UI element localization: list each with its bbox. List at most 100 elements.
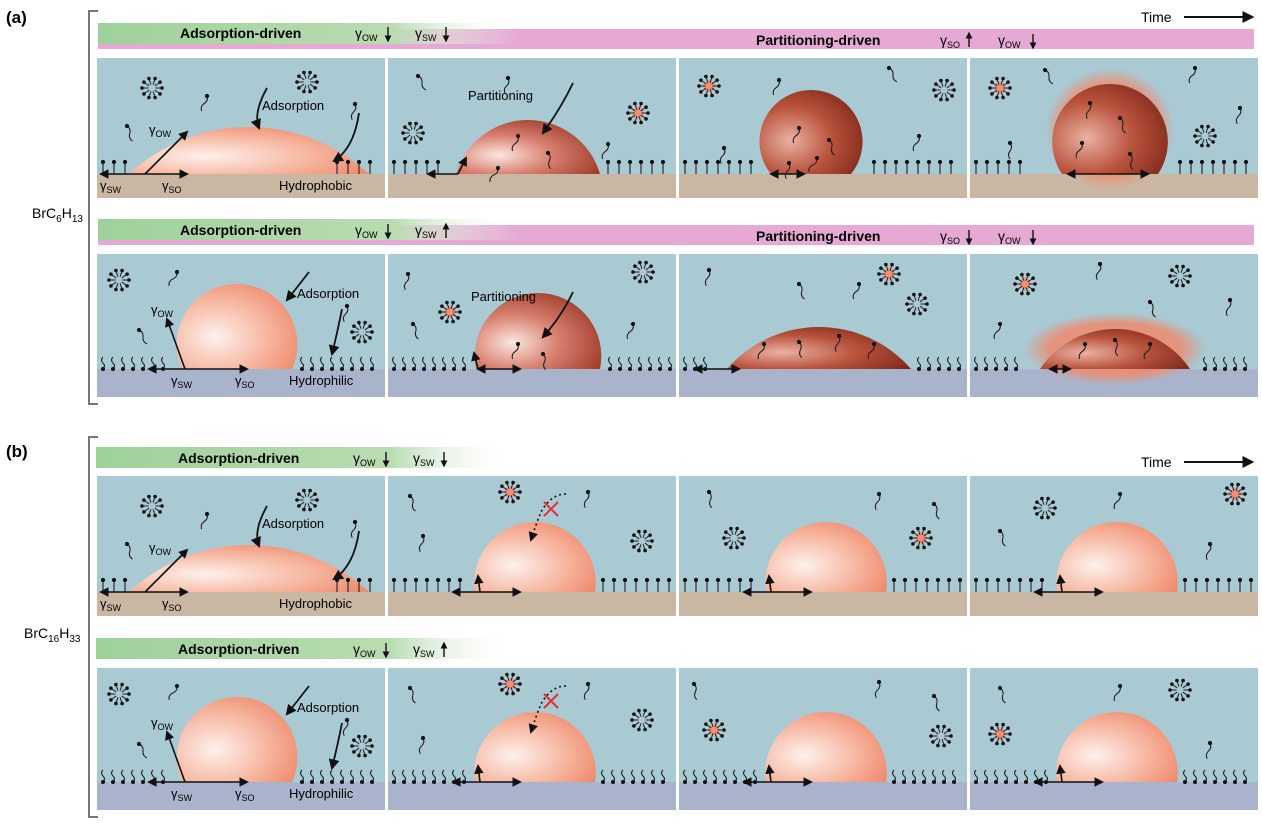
- surfactant-molecule: [926, 356, 932, 371]
- surfactant-molecule: [647, 356, 653, 371]
- surfactant-molecule: [110, 769, 116, 784]
- micelle: [722, 526, 746, 550]
- surfactant-molecule: [1212, 769, 1218, 784]
- panel-a-bracket: [88, 10, 98, 405]
- surfactant-molecule: [601, 141, 611, 160]
- gamma-sw-label: γSW: [413, 450, 435, 468]
- partitioning-label: Partitioning: [471, 289, 536, 304]
- time-arrow-a: Time: [1141, 9, 1255, 25]
- surfactant-molecule: [834, 333, 842, 353]
- surfactant-molecule: [1225, 297, 1233, 317]
- surfactant-molecule: [901, 769, 907, 784]
- oil-droplet: [765, 711, 887, 782]
- substrate: [388, 782, 676, 810]
- surfactant-molecule: [808, 155, 820, 172]
- surfactant-molecule: [611, 577, 617, 592]
- surfactant-molecule: [435, 577, 441, 592]
- surfactant-molecule: [359, 356, 365, 371]
- panel-b-compound: BrC16H33: [24, 625, 81, 645]
- surfactant-molecule: [948, 159, 954, 174]
- surfactant-molecule: [692, 769, 698, 784]
- surfactant-molecule: [410, 321, 419, 340]
- surfactant-molecule: [983, 356, 989, 371]
- contact-arrow: [474, 764, 484, 783]
- micelle: [1033, 496, 1057, 520]
- micelle: [631, 260, 655, 284]
- substrate-label: Hydrophobic: [279, 178, 352, 193]
- surfactant-molecule: [402, 577, 408, 592]
- snapshot-2: [388, 476, 676, 616]
- surfactant-molecule: [1182, 577, 1188, 592]
- surfactant-molecule: [369, 769, 375, 784]
- surfactant-molecule: [722, 769, 728, 784]
- surfactant-molecule: [772, 77, 782, 96]
- surfactant-molecule: [1242, 356, 1248, 371]
- oil-droplet: [176, 697, 298, 782]
- partitioning-arrow: [541, 291, 574, 339]
- snapshot-4: [970, 254, 1258, 397]
- surfactant-molecule: [424, 577, 430, 592]
- row-a1-bands: Adsorption-driven γOW γSW Partitioning-d…: [98, 23, 1254, 50]
- surfactant-molecule: [682, 577, 688, 592]
- surfactant-molecule: [1003, 356, 1009, 371]
- surfactant-molecule: [605, 159, 611, 174]
- adsorption-driven-label: Adsorption-driven: [178, 450, 299, 466]
- surfactant-molecule: [997, 528, 1006, 547]
- surfactant-molecule: [1202, 769, 1208, 784]
- snapshot-4: [970, 476, 1258, 616]
- surfactant-molecule: [136, 327, 148, 345]
- surfactant-molecule: [545, 150, 552, 170]
- micelle: [630, 708, 654, 732]
- surfactant-molecule: [136, 741, 148, 759]
- surfactant-molecule: [655, 577, 661, 592]
- surfactant-molecule: [503, 75, 511, 95]
- surfactant-molecule: [1235, 105, 1243, 125]
- snapshot-1: γOW γSW γSO Hydrophobic Adsorption: [97, 476, 385, 616]
- surfactant-molecule: [607, 356, 613, 371]
- surfactant-molecule: [796, 339, 803, 359]
- surfactant-molecule: [1232, 769, 1238, 784]
- surfactant-molecule: [792, 125, 802, 144]
- snapshot-4: [970, 58, 1258, 198]
- surfactant-molecule: [649, 159, 655, 174]
- contact-arrow: [474, 574, 484, 593]
- surfactant-molecule: [489, 165, 501, 182]
- row-b2-snapshots: γOW γSW γSO Hydrophilic Adsorption: [97, 668, 1258, 810]
- oil-droplet: [474, 522, 596, 592]
- surfactant-molecule: [1188, 65, 1198, 84]
- surfactant-molecule: [367, 577, 373, 592]
- surfactant-molecule: [511, 133, 521, 152]
- surfactant-molecule: [124, 541, 133, 560]
- surfactant-molecule: [1006, 159, 1012, 174]
- surfactant-molecule: [1023, 769, 1029, 784]
- surfactant-molecule: [391, 159, 397, 174]
- surfactant-molecule: [732, 769, 738, 784]
- gamma-ow-arrow: [165, 317, 186, 370]
- surfactant-molecule: [1006, 577, 1012, 592]
- panel-b: (b) BrC16H33 Time Adsorption-driven γOW …: [6, 436, 1258, 818]
- surfactant-molecule: [946, 577, 952, 592]
- surfactant-molecule: [168, 683, 180, 700]
- surfactant-molecule: [1204, 577, 1210, 592]
- surfactant-molecule: [973, 769, 979, 784]
- surfactant-molecule: [715, 159, 721, 174]
- gamma-so-label: γSO: [940, 228, 960, 246]
- surfactant-molecule: [369, 356, 375, 371]
- snapshot-1: γOW γSW γSO Hydrophobic Adsorption: [97, 58, 385, 198]
- surfactant-molecule: [637, 356, 643, 371]
- gamma-ow-label: γOW: [998, 32, 1021, 50]
- adsorption-driven-label: Adsorption-driven: [178, 641, 299, 657]
- surfactant-molecule: [1095, 261, 1103, 281]
- surfactant-molecule: [874, 491, 882, 511]
- swollen-micelle: [988, 722, 1012, 746]
- surfactant-molecule: [356, 159, 362, 174]
- gamma-sw-label: γSW: [100, 596, 122, 613]
- surfactant-molecule: [441, 356, 447, 371]
- surfactant-molecule: [1243, 159, 1249, 174]
- surfactant-molecule: [956, 356, 962, 371]
- partitioning-arrow: [541, 82, 574, 135]
- time-label: Time: [1141, 454, 1172, 470]
- surfactant-molecule: [600, 769, 606, 784]
- surfactant-molecule: [1017, 577, 1023, 592]
